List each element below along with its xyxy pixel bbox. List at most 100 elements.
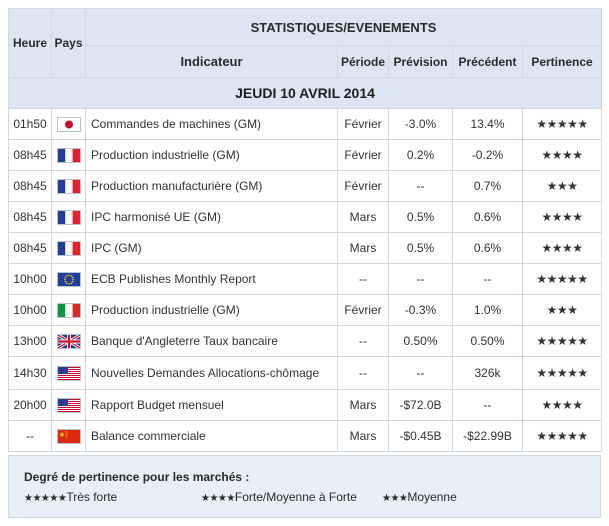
usa-flag-icon	[56, 365, 81, 381]
col-header-forecast: Prévision	[388, 45, 453, 78]
event-previous: -0.2%	[452, 139, 523, 171]
event-period: --	[337, 356, 389, 390]
event-previous: 1.0%	[452, 294, 523, 326]
table-row: 10h00 ECB Publishes Monthly Report -- -- -- ★…	[8, 263, 602, 295]
table-row: 08h45 IPC (GM) Mars 0.5% 0.6% ★★★★	[8, 232, 602, 264]
relevance-stars: ★★★★	[522, 139, 602, 171]
table-row: -- Balance commerciale Mars -$0.45B -$22.99B…	[8, 420, 602, 452]
event-period: Mars	[337, 420, 389, 452]
country-cell	[51, 263, 86, 295]
legend-item-very-strong: ★★★★★Très forte	[24, 490, 117, 504]
event-previous: 13.4%	[452, 108, 523, 140]
col-header-time: Heure	[8, 8, 52, 78]
table-row: 01h50 Commandes de machines (GM) Février -3…	[8, 108, 602, 140]
event-period: Mars	[337, 389, 389, 421]
event-time: --	[8, 420, 52, 452]
event-previous: 0.7%	[452, 170, 523, 202]
indicator-name: ECB Publishes Monthly Report	[85, 263, 338, 295]
event-period: Février	[337, 294, 389, 326]
event-time: 08h45	[8, 201, 52, 233]
event-previous: 326k	[452, 356, 523, 390]
event-previous: --	[452, 389, 523, 421]
event-forecast: --	[388, 170, 453, 202]
table-row: 08h45 IPC harmonisé UE (GM) Mars 0.5% 0.6% ★★…	[8, 201, 602, 233]
legend-item-strong: ★★★★Forte/Moyenne à Forte	[201, 490, 357, 504]
event-forecast: -$72.0B	[388, 389, 453, 421]
event-time: 10h00	[8, 294, 52, 326]
event-rows: 01h50 Commandes de machines (GM) Février -3…	[8, 108, 602, 452]
col-header-previous: Précédent	[452, 45, 523, 78]
indicator-name: Commandes de machines (GM)	[85, 108, 338, 140]
event-time: 08h45	[8, 232, 52, 264]
economic-calendar: Heure Pays STATISTIQUES/EVENEMENTS Indic…	[8, 8, 602, 452]
country-cell	[51, 139, 86, 171]
relevance-stars: ★★★	[522, 170, 602, 202]
indicator-name: Production manufacturière (GM)	[85, 170, 338, 202]
section-title: STATISTIQUES/EVENEMENTS	[85, 8, 602, 46]
indicator-name: Nouvelles Demandes Allocations-chômage	[85, 356, 338, 390]
event-forecast: -0.3%	[388, 294, 453, 326]
legend-title: Degré de pertinence pour les marchés :	[24, 470, 250, 484]
indicator-name: Balance commerciale	[85, 420, 338, 452]
legend-stars-four: ★★★★	[201, 493, 235, 504]
indicator-name: IPC (GM)	[85, 232, 338, 264]
col-header-relevance: Pertinence	[522, 45, 602, 78]
indicator-name: IPC harmonisé UE (GM)	[85, 201, 338, 233]
france-flag-icon	[56, 178, 81, 194]
table-row: 14h30 Nouvelles Demandes Allocations-chôm…	[8, 356, 602, 390]
calendar-table: Heure Pays STATISTIQUES/EVENEMENTS Indic…	[8, 8, 602, 452]
legend-stars-five: ★★★★★	[24, 493, 67, 504]
country-cell	[51, 201, 86, 233]
event-period: Février	[337, 108, 389, 140]
country-cell	[51, 108, 86, 140]
uk-flag-icon	[56, 333, 81, 349]
event-period: --	[337, 325, 389, 357]
relevance-legend: Degré de pertinence pour les marchés : ★…	[8, 455, 601, 518]
relevance-stars: ★★★★★	[522, 356, 602, 390]
event-period: Mars	[337, 232, 389, 264]
event-period: --	[337, 263, 389, 295]
indicator-name: Rapport Budget mensuel	[85, 389, 338, 421]
relevance-stars: ★★★★★	[522, 420, 602, 452]
event-forecast: --	[388, 356, 453, 390]
relevance-stars: ★★★★	[522, 201, 602, 233]
event-time: 20h00	[8, 389, 52, 421]
japan-flag-icon	[56, 116, 81, 132]
event-forecast: 0.50%	[388, 325, 453, 357]
legend-item-medium: ★★★Moyenne	[382, 490, 457, 504]
usa-flag-icon	[56, 397, 81, 413]
relevance-stars: ★★★★	[522, 389, 602, 421]
table-row: 08h45 Production manufacturière (GM) Févri…	[8, 170, 602, 202]
france-flag-icon	[56, 209, 81, 225]
event-previous: 0.6%	[452, 201, 523, 233]
event-forecast: --	[388, 263, 453, 295]
country-cell	[51, 294, 86, 326]
event-time: 13h00	[8, 325, 52, 357]
france-flag-icon	[56, 147, 81, 163]
col-header-indicator: Indicateur	[85, 45, 338, 78]
relevance-stars: ★★★★	[522, 232, 602, 264]
event-period: Mars	[337, 201, 389, 233]
event-forecast: -$0.45B	[388, 420, 453, 452]
table-row: 10h00 Production industrielle (GM) Février…	[8, 294, 602, 326]
event-forecast: -3.0%	[388, 108, 453, 140]
event-period: Février	[337, 170, 389, 202]
event-time: 08h45	[8, 170, 52, 202]
event-forecast: 0.2%	[388, 139, 453, 171]
col-header-country: Pays	[51, 8, 86, 78]
event-period: Février	[337, 139, 389, 171]
legend-label: Moyenne	[407, 490, 457, 504]
indicator-name: Production industrielle (GM)	[85, 294, 338, 326]
country-cell	[51, 389, 86, 421]
country-cell	[51, 356, 86, 390]
country-cell	[51, 325, 86, 357]
col-header-period: Période	[337, 45, 389, 78]
relevance-stars: ★★★★★	[522, 108, 602, 140]
table-row: 13h00 Banque d'Angleterre Taux bancaire --…	[8, 325, 602, 357]
indicator-name: Banque d'Angleterre Taux bancaire	[85, 325, 338, 357]
legend-label: Forte/Moyenne à Forte	[234, 490, 357, 504]
italy-flag-icon	[56, 302, 81, 318]
event-previous: 0.50%	[452, 325, 523, 357]
event-forecast: 0.5%	[388, 232, 453, 264]
event-previous: --	[452, 263, 523, 295]
